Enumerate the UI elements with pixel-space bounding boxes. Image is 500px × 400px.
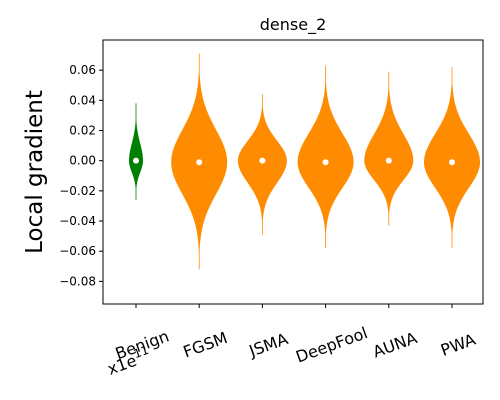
violin-benign xyxy=(129,103,143,200)
y-tick-label: −0.06 xyxy=(59,244,96,258)
median-marker-pwa xyxy=(449,159,455,166)
median-marker-deepfool xyxy=(322,159,329,166)
y-tick-label: 0.02 xyxy=(69,124,96,138)
violin-deepfool xyxy=(297,65,354,249)
plot-frame xyxy=(102,39,484,305)
violin-pwa xyxy=(424,67,480,249)
chart-title: dense_2 xyxy=(260,15,327,35)
y-tick-label: 0.04 xyxy=(69,93,96,107)
median-marker-benign xyxy=(133,157,139,164)
scale-factor-exponent: 11 xyxy=(132,343,151,361)
violin-jsma xyxy=(237,94,287,235)
median-marker-jsma xyxy=(259,157,266,164)
y-tick-label: −0.02 xyxy=(59,184,96,198)
median-marker-fgsm xyxy=(196,159,203,166)
violin-auna xyxy=(364,71,414,226)
y-axis-label: Local gradient xyxy=(22,90,48,254)
violins-layer xyxy=(129,53,480,270)
y-tick-label: −0.04 xyxy=(59,214,96,228)
median-marker-auna xyxy=(385,157,392,164)
y-tick-label: −0.08 xyxy=(59,274,96,288)
y-tick-label: 0.00 xyxy=(69,154,96,168)
y-axis-ticks: −0.08 −0.06 −0.04 −0.02 0.00 0.02 0.04 0.06 xyxy=(59,63,103,288)
y-tick-label: 0.06 xyxy=(69,63,96,77)
